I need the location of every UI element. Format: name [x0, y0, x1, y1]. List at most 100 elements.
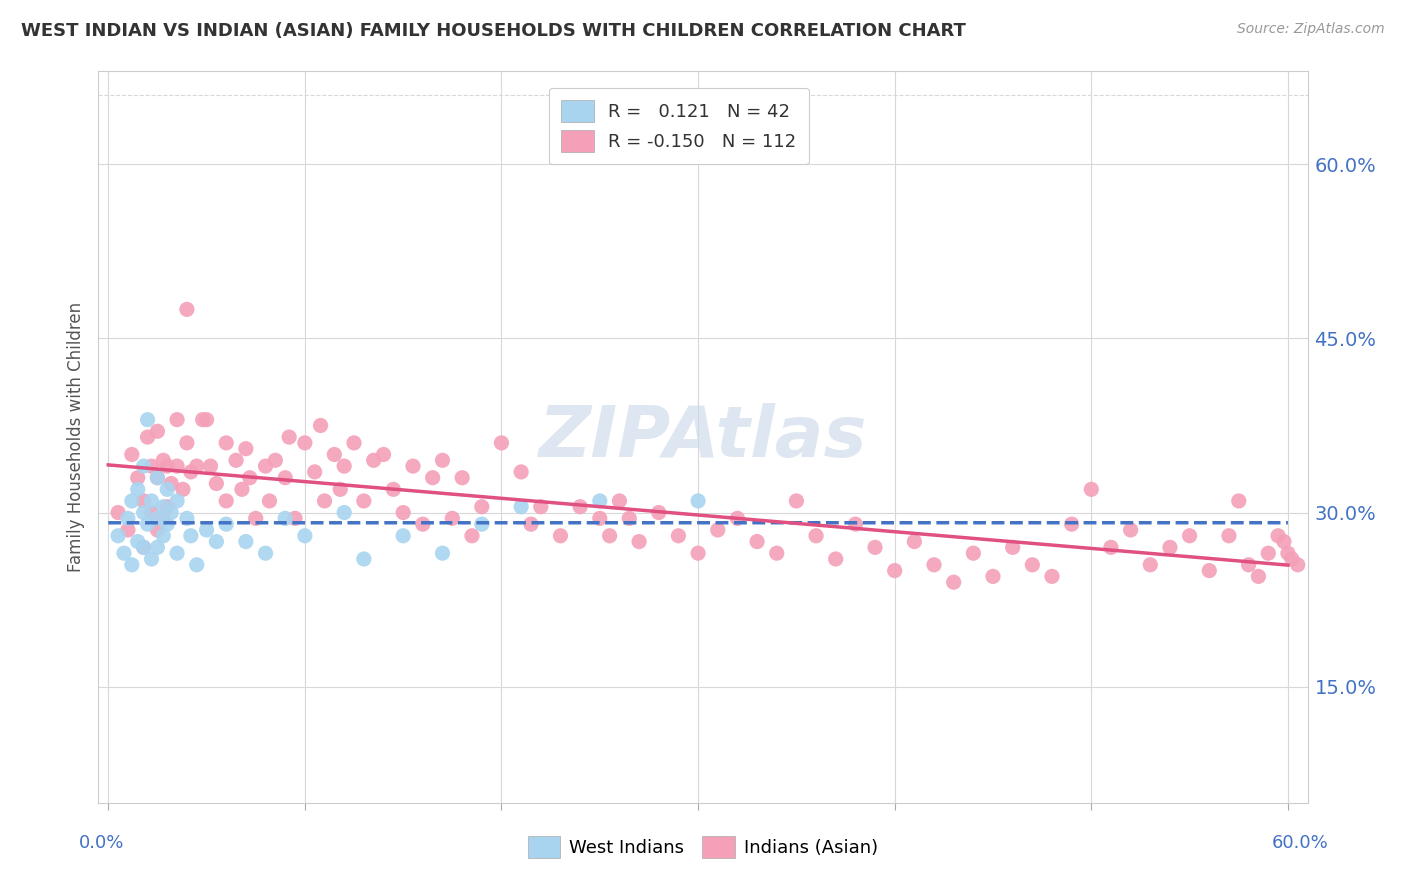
- Point: [981, 569, 1004, 583]
- Point: [1218, 529, 1240, 543]
- Point: [619, 511, 641, 525]
- Point: [688, 494, 710, 508]
- Point: [166, 546, 188, 560]
- Point: [205, 534, 228, 549]
- Point: [329, 483, 352, 497]
- Point: [141, 506, 163, 520]
- Point: [136, 412, 159, 426]
- Point: [422, 471, 444, 485]
- Point: [1281, 552, 1303, 566]
- Point: [589, 494, 612, 508]
- Point: [215, 494, 238, 508]
- Point: [176, 511, 198, 525]
- Point: [274, 511, 297, 525]
- Point: [146, 541, 169, 555]
- Point: [706, 523, 728, 537]
- Point: [146, 511, 169, 525]
- Point: [172, 483, 194, 497]
- Point: [402, 459, 425, 474]
- Point: [1021, 558, 1043, 572]
- Point: [392, 506, 415, 520]
- Point: [863, 541, 886, 555]
- Point: [510, 465, 533, 479]
- Point: [392, 529, 415, 543]
- Point: [200, 459, 222, 474]
- Point: [235, 534, 257, 549]
- Point: [166, 412, 188, 426]
- Point: [903, 534, 925, 549]
- Point: [127, 471, 149, 485]
- Point: [1060, 517, 1083, 532]
- Text: 0.0%: 0.0%: [79, 834, 124, 852]
- Point: [599, 529, 621, 543]
- Point: [451, 471, 474, 485]
- Point: [1247, 569, 1270, 583]
- Point: [1178, 529, 1201, 543]
- Point: [132, 541, 155, 555]
- Point: [1099, 541, 1122, 555]
- Point: [510, 500, 533, 514]
- Point: [141, 494, 163, 508]
- Point: [259, 494, 281, 508]
- Point: [107, 506, 129, 520]
- Point: [141, 552, 163, 566]
- Point: [245, 511, 267, 525]
- Point: [668, 529, 690, 543]
- Point: [195, 412, 218, 426]
- Point: [152, 500, 174, 514]
- Point: [235, 442, 257, 456]
- Text: ZIPAtlas: ZIPAtlas: [538, 402, 868, 472]
- Point: [844, 517, 866, 532]
- Point: [132, 541, 155, 555]
- Point: [176, 302, 198, 317]
- Point: [195, 523, 218, 537]
- Legend: West Indians, Indians (Asian): West Indians, Indians (Asian): [520, 829, 886, 865]
- Point: [804, 529, 827, 543]
- Legend: R =   0.121   N = 42, R = -0.150   N = 112: R = 0.121 N = 42, R = -0.150 N = 112: [548, 87, 808, 164]
- Point: [121, 558, 143, 572]
- Point: [284, 511, 307, 525]
- Point: [215, 517, 238, 532]
- Point: [274, 471, 297, 485]
- Point: [132, 459, 155, 474]
- Point: [530, 500, 553, 514]
- Point: [314, 494, 336, 508]
- Point: [520, 517, 543, 532]
- Point: [166, 494, 188, 508]
- Point: [1119, 523, 1142, 537]
- Point: [569, 500, 592, 514]
- Point: [412, 517, 434, 532]
- Point: [278, 430, 301, 444]
- Point: [136, 517, 159, 532]
- Point: [146, 471, 169, 485]
- Point: [725, 511, 748, 525]
- Point: [432, 453, 454, 467]
- Point: [471, 517, 494, 532]
- Point: [180, 529, 202, 543]
- Point: [294, 436, 316, 450]
- Point: [1198, 564, 1220, 578]
- Point: [1139, 558, 1161, 572]
- Point: [382, 483, 405, 497]
- Point: [215, 436, 238, 450]
- Point: [1040, 569, 1063, 583]
- Point: [824, 552, 846, 566]
- Point: [254, 546, 277, 560]
- Point: [146, 471, 169, 485]
- Point: [343, 436, 366, 450]
- Point: [117, 523, 139, 537]
- Point: [609, 494, 631, 508]
- Point: [688, 546, 710, 560]
- Point: [471, 500, 494, 514]
- Point: [127, 534, 149, 549]
- Point: [883, 564, 905, 578]
- Point: [353, 552, 375, 566]
- Point: [156, 500, 179, 514]
- Point: [156, 459, 179, 474]
- Point: [373, 448, 395, 462]
- Text: WEST INDIAN VS INDIAN (ASIAN) FAMILY HOUSEHOLDS WITH CHILDREN CORRELATION CHART: WEST INDIAN VS INDIAN (ASIAN) FAMILY HOU…: [21, 22, 966, 40]
- Point: [141, 459, 163, 474]
- Point: [1267, 529, 1289, 543]
- Point: [942, 575, 965, 590]
- Point: [112, 546, 135, 560]
